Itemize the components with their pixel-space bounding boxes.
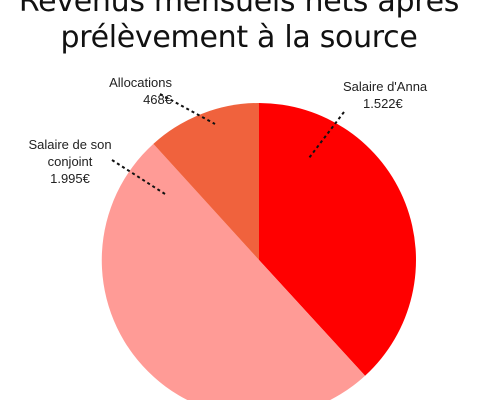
leader-line-anna: [308, 111, 345, 159]
slice-label-conjoint-name-2: conjoint: [47, 154, 93, 169]
slice-conjoint: [101, 143, 366, 400]
slice-label-conjoint: Salaire de son conjoint 1.995€: [20, 136, 120, 187]
slice-label-conjoint-value: 1.995€: [50, 171, 90, 186]
slice-label-anna-value: 1.522€: [363, 96, 403, 111]
chart-title-line-1: Revenus mensuels nets après: [18, 0, 460, 19]
slice-label-allocations-name: Allocations: [109, 75, 172, 90]
slice-label-anna-name: Salaire d'Anna: [343, 79, 428, 94]
slice-allocations: [153, 103, 259, 260]
slice-label-conjoint-name-1: Salaire de son: [28, 137, 112, 152]
slice-label-allocations: Allocations 468€: [98, 74, 172, 108]
slice-anna: [259, 103, 416, 376]
slice-label-allocations-value: 468€: [143, 92, 172, 107]
chart-title-line-2: prélèvement à la source: [60, 20, 418, 55]
slice-label-anna: Salaire d'Anna 1.522€: [343, 78, 427, 112]
leader-line-allocations: [159, 93, 216, 125]
leader-line-conjoint: [111, 159, 166, 195]
